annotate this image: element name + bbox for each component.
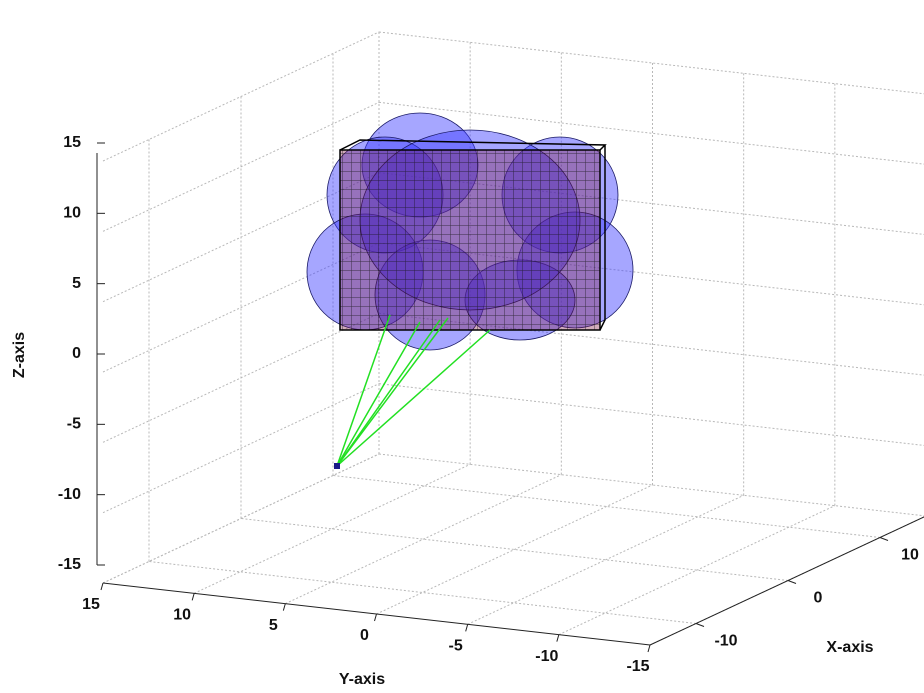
z-tick-label: 10 (63, 205, 81, 222)
y-tick-label: 5 (269, 617, 278, 634)
sight-line (336, 319, 441, 467)
sight-line (336, 314, 391, 467)
grid-line (102, 383, 380, 514)
box-mesh (339, 149, 601, 331)
grid-line (285, 474, 562, 605)
grid-line (378, 31, 924, 95)
grid-line (193, 463, 471, 594)
z-tick-label: -10 (58, 486, 81, 503)
grid-line (376, 484, 653, 615)
y-axis-label: Y-axis (339, 671, 385, 688)
tick-mark (556, 634, 560, 642)
x-tick-label: 0 (814, 590, 823, 607)
sight-lines (336, 314, 491, 467)
box-edge (339, 139, 607, 331)
grid-line (102, 31, 380, 162)
plot-objects (306, 112, 634, 469)
axes: -10 0 10 -15 -10 -5 0 5 10 15 -15 -10 -5 0 5 10 15 (58, 134, 924, 675)
tick-mark (100, 582, 104, 591)
grid-line (378, 383, 924, 446)
grid-line (467, 494, 744, 625)
z-tick-label: 15 (63, 134, 81, 151)
grid-line (102, 101, 380, 232)
tick-mark (879, 537, 889, 541)
y-tick-label: -10 (535, 648, 558, 665)
tick-mark (191, 593, 195, 601)
grid-line (102, 312, 380, 443)
z-tick-label: -5 (67, 416, 81, 433)
sight-line (336, 329, 491, 467)
tick-mark (787, 580, 797, 584)
axis-line (649, 516, 924, 646)
tick-mark (695, 623, 705, 627)
z-tick-label: 0 (72, 345, 81, 362)
z-axis-label: Z-axis (11, 332, 28, 378)
x-axis-label: X-axis (826, 639, 873, 656)
tick-mark (282, 603, 286, 611)
grid (102, 31, 924, 646)
y-tick-label: 10 (173, 607, 191, 624)
z-tick-label: 5 (72, 275, 81, 292)
sight-line (336, 321, 421, 467)
y-tick-label: 0 (360, 627, 369, 644)
tick-mark (647, 644, 651, 653)
grid-line (378, 453, 924, 517)
grid-line (102, 242, 380, 373)
tick-mark (374, 613, 377, 622)
tick-mark (465, 624, 469, 632)
grid-line (102, 172, 380, 303)
grid-line (102, 453, 380, 584)
y-tick-label: -5 (449, 638, 463, 655)
y-tick-label: -15 (626, 658, 649, 675)
grid-line (558, 505, 836, 636)
x-tick-label: -10 (714, 633, 737, 650)
y-tick-label: 15 (82, 596, 100, 613)
sensor (334, 463, 340, 469)
grid-line (148, 561, 697, 624)
x-tick-label: 10 (901, 547, 919, 564)
sight-line (336, 317, 449, 467)
z-tick-label: -15 (58, 556, 81, 573)
